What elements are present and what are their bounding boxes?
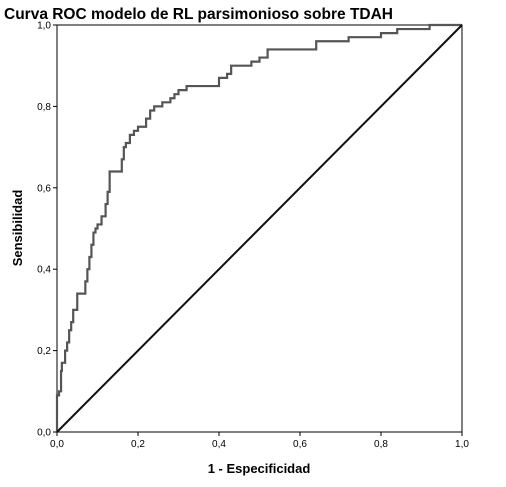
x-tick-label: 0,0 — [50, 439, 64, 450]
roc-curve-line — [55, 23, 462, 432]
chart-title: Curva ROC modelo de RL parsimonioso sobr… — [4, 6, 393, 23]
y-tick-label: 0,2 — [37, 346, 51, 357]
x-tick-label: 0,6 — [293, 439, 307, 450]
x-tick-label: 0,8 — [374, 439, 388, 450]
y-tick-label: 0,6 — [37, 183, 51, 194]
x-tick-label: 0,2 — [131, 439, 145, 450]
reference-diagonal-line — [56, 24, 463, 433]
axis-ticks: 0,0 0,2 0,4 0,6 0,8 1,0 0,0 0,2 0,4 0,6 0,8 1,0 — [37, 21, 469, 451]
y-tick-label: 0,0 — [37, 428, 51, 439]
x-tick-label: 0,4 — [212, 439, 226, 450]
series-layer — [55, 23, 463, 433]
x-tick-label: 1,0 — [455, 439, 469, 450]
x-axis-label: 1 - Especificidad — [208, 461, 311, 476]
y-tick-label: 0,4 — [37, 265, 51, 276]
y-tick-label: 1,0 — [37, 21, 51, 32]
y-axis-label: Sensibilidad — [10, 190, 25, 267]
y-tick-label: 0,8 — [37, 102, 51, 113]
plot-area-frame — [56, 24, 463, 433]
